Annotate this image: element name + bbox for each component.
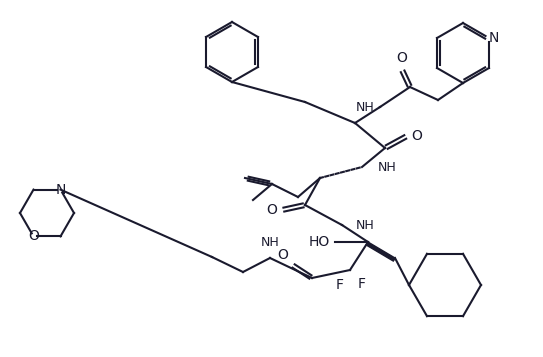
Text: NH: NH [356,218,375,231]
Text: NH: NH [356,101,375,114]
Text: HO: HO [309,235,330,249]
Text: NH: NH [378,161,397,174]
Text: NH: NH [261,236,280,249]
Text: O: O [266,203,277,217]
Text: F: F [336,278,344,292]
Text: F: F [358,277,366,291]
Text: N: N [489,31,499,45]
Text: O: O [396,51,407,65]
Text: N: N [55,183,66,197]
Text: O: O [28,230,39,243]
Text: O: O [277,248,288,262]
Text: O: O [411,129,422,143]
